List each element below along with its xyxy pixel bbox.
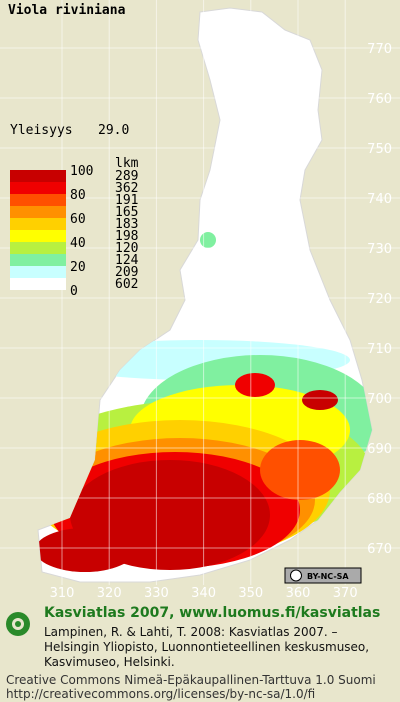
- y-grid-label: 770: [367, 42, 392, 57]
- x-grid-label: 340: [191, 586, 216, 601]
- legend-count: 198: [115, 229, 138, 244]
- legend-scale-label: 0: [70, 284, 78, 299]
- legend-scale-label: 60: [70, 212, 86, 227]
- license-badge: BY-NC-SA: [284, 567, 362, 584]
- legend-count: 209: [115, 265, 138, 280]
- map: [0, 0, 400, 585]
- y-grid-label: 760: [367, 92, 392, 107]
- x-grid-label: 360: [286, 586, 311, 601]
- legend-swatch: [10, 182, 66, 194]
- title: Viola riviniana: [8, 3, 126, 18]
- legend-swatch: [10, 278, 66, 290]
- legend-count: 120: [115, 241, 138, 256]
- footer-heading: Kasviatlas 2007, www.luomus.fi/kasviatla…: [44, 605, 380, 621]
- legend-scale-label: 20: [70, 260, 86, 275]
- legend-scale-label: 100: [70, 164, 93, 179]
- license-line: Creative Commons Nimeä-Epäkaupallinen-Ta…: [6, 673, 376, 687]
- legend-scale-label: 80: [70, 188, 86, 203]
- legend-swatch: [10, 242, 66, 254]
- frequency-value: 29.0: [98, 123, 129, 138]
- legend-swatch: [10, 194, 66, 206]
- license-line: http://creativecommons.org/licenses/by-n…: [6, 687, 315, 701]
- occurrence: [38, 232, 372, 572]
- legend-count: 602: [115, 277, 138, 292]
- legend-swatch: [10, 218, 66, 230]
- legend-swatch: [10, 266, 66, 278]
- legend-swatch: [10, 206, 66, 218]
- y-grid-label: 730: [367, 242, 392, 257]
- x-grid-label: 320: [97, 586, 122, 601]
- x-grid-label: 330: [144, 586, 169, 601]
- legend-swatch: [10, 254, 66, 266]
- y-grid-label: 700: [367, 392, 392, 407]
- citation-line: Lampinen, R. & Lahti, T. 2008: Kasviatla…: [44, 625, 338, 639]
- y-grid-label: 720: [367, 292, 392, 307]
- logo: [6, 612, 30, 636]
- y-grid-label: 670: [367, 542, 392, 557]
- legend-count: 165: [115, 205, 138, 220]
- legend-count: 183: [115, 217, 138, 232]
- citation-line: Helsingin Yliopisto, Luonnontieteellinen…: [44, 640, 369, 654]
- legend-swatch: [10, 230, 66, 242]
- y-grid-label: 690: [367, 442, 392, 457]
- y-grid-label: 680: [367, 492, 392, 507]
- legend-swatch: [10, 170, 66, 182]
- x-grid-label: 370: [333, 586, 358, 601]
- x-grid-label: 310: [50, 586, 75, 601]
- count-header: lkm: [115, 156, 139, 171]
- y-grid-label: 740: [367, 192, 392, 207]
- legend-scale-label: 40: [70, 236, 86, 251]
- y-grid-label: 710: [367, 342, 392, 357]
- badge-text: BY-NC-SA: [307, 572, 349, 581]
- legend-count: 191: [115, 193, 138, 208]
- y-grid-label: 750: [367, 142, 392, 157]
- legend-count: 362: [115, 181, 138, 196]
- citation-line: Kasvimuseo, Helsinki.: [44, 655, 175, 669]
- legend-count: 124: [115, 253, 139, 268]
- x-grid-label: 350: [238, 586, 263, 601]
- legend-count: 289: [115, 169, 138, 184]
- frequency-label: Yleisyys: [10, 123, 73, 138]
